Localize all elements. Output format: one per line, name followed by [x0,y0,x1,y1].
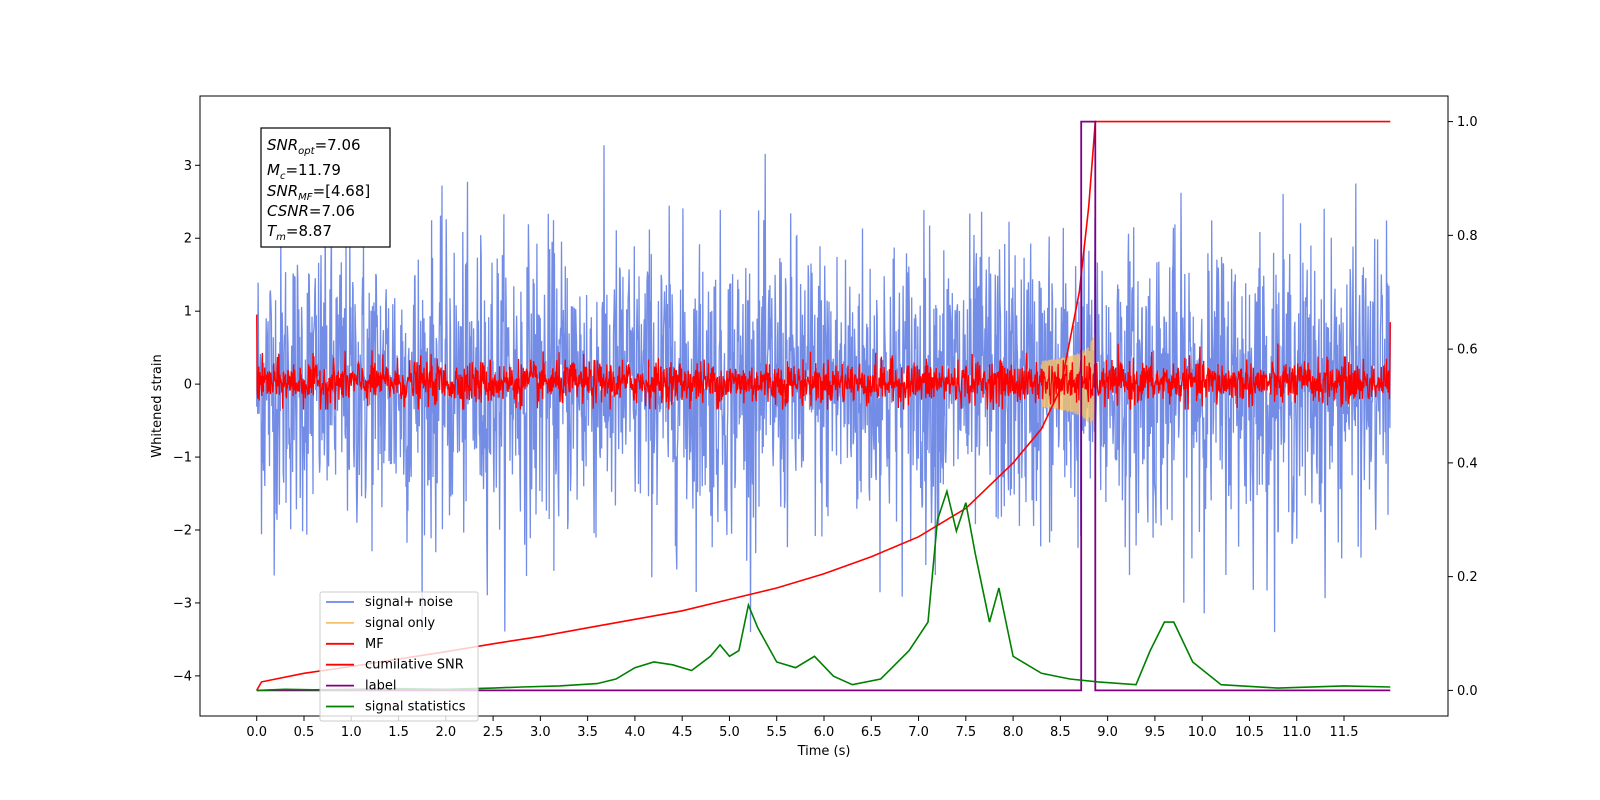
x-tick-label: 8.5 [1050,725,1071,740]
x-tick-label: 10.5 [1235,725,1264,740]
legend-label: signal only [365,616,435,631]
x-axis-label: Time (s) [797,744,851,759]
y2-tick-label: 1.0 [1457,115,1478,130]
info-snr-opt: SNRopt=7.06 [267,136,361,157]
x-tick-label: 0.0 [246,725,267,740]
x-tick-label: 2.0 [435,725,456,740]
y2-tick-label: 0.4 [1457,456,1478,471]
series-signal-statistics [256,488,1391,692]
x-tick-label: 7.0 [908,725,929,740]
x-tick-label: 1.5 [388,725,409,740]
x-tick-label: 3.0 [530,725,551,740]
y-tick-label: −2 [173,524,192,539]
x-tick-label: 3.5 [577,725,598,740]
y2-tick-label: 0.8 [1457,229,1478,244]
info-snr-mf: SNRMF=[4.68] [267,182,370,203]
x-tick-label: 5.5 [766,725,787,740]
y-axis-label: Whitened strain [150,354,165,457]
y-axis-right: 1.0 0.8 0.6 0.4 0.2 0.0 [1448,115,1478,699]
y-tick-label: −4 [173,669,192,684]
info-csnr: CSNR=7.06 [267,202,355,220]
y2-tick-label: 0.0 [1457,684,1478,699]
x-tick-label: 1.0 [341,725,362,740]
info-tm: Tm=8.87 [267,222,332,243]
legend-label: MF [365,637,384,652]
y2-tick-label: 0.6 [1457,343,1478,358]
y-tick-label: 2 [184,232,192,247]
x-tick-label: 8.0 [1003,725,1024,740]
x-tick-label: 5.0 [719,725,740,740]
legend-label: label [365,679,396,694]
legend-label: signal statistics [365,700,466,715]
x-tick-label: 4.0 [625,725,646,740]
x-tick-label: 11.5 [1330,725,1359,740]
y-tick-label: −3 [173,596,192,611]
y-tick-label: 1 [184,305,192,320]
x-tick-label: 2.5 [483,725,504,740]
y-axis-left: 3 2 1 0 −1 −2 −3 −4 [173,159,200,684]
x-tick-label: 9.5 [1145,725,1166,740]
x-tick-label: 7.5 [955,725,976,740]
series-mf [256,314,1391,410]
x-tick-label: 10.0 [1188,725,1217,740]
y-tick-label: −1 [173,451,192,466]
y2-tick-label: 0.2 [1457,570,1478,585]
x-tick-label: 0.5 [294,725,315,740]
y-tick-label: 0 [184,378,192,393]
info-box-frame [260,127,391,248]
x-tick-label: 6.0 [814,725,835,740]
x-axis: 0.0 0.5 1.0 1.5 2.0 2.5 3.0 3.5 4.0 4.5 5.0 5.5 6.0 6… [246,716,1358,740]
legend: signal+ noise signal only MF cumilative SNR… [319,591,479,722]
x-tick-label: 11.0 [1282,725,1311,740]
x-tick-label: 4.5 [672,725,693,740]
info-mc: Mc=11.79 [267,161,341,182]
series-label [256,120,1391,692]
x-tick-label: 6.5 [861,725,882,740]
x-tick-label: 9.0 [1097,725,1118,740]
legend-frame [319,591,479,722]
legend-label: signal+ noise [365,595,453,610]
legend-label: cumilative SNR [365,658,464,673]
info-box: SNRopt=7.06 Mc=11.79 SNRMF=[4.68] CSNR=7… [260,127,391,248]
y-tick-label: 3 [184,159,192,174]
